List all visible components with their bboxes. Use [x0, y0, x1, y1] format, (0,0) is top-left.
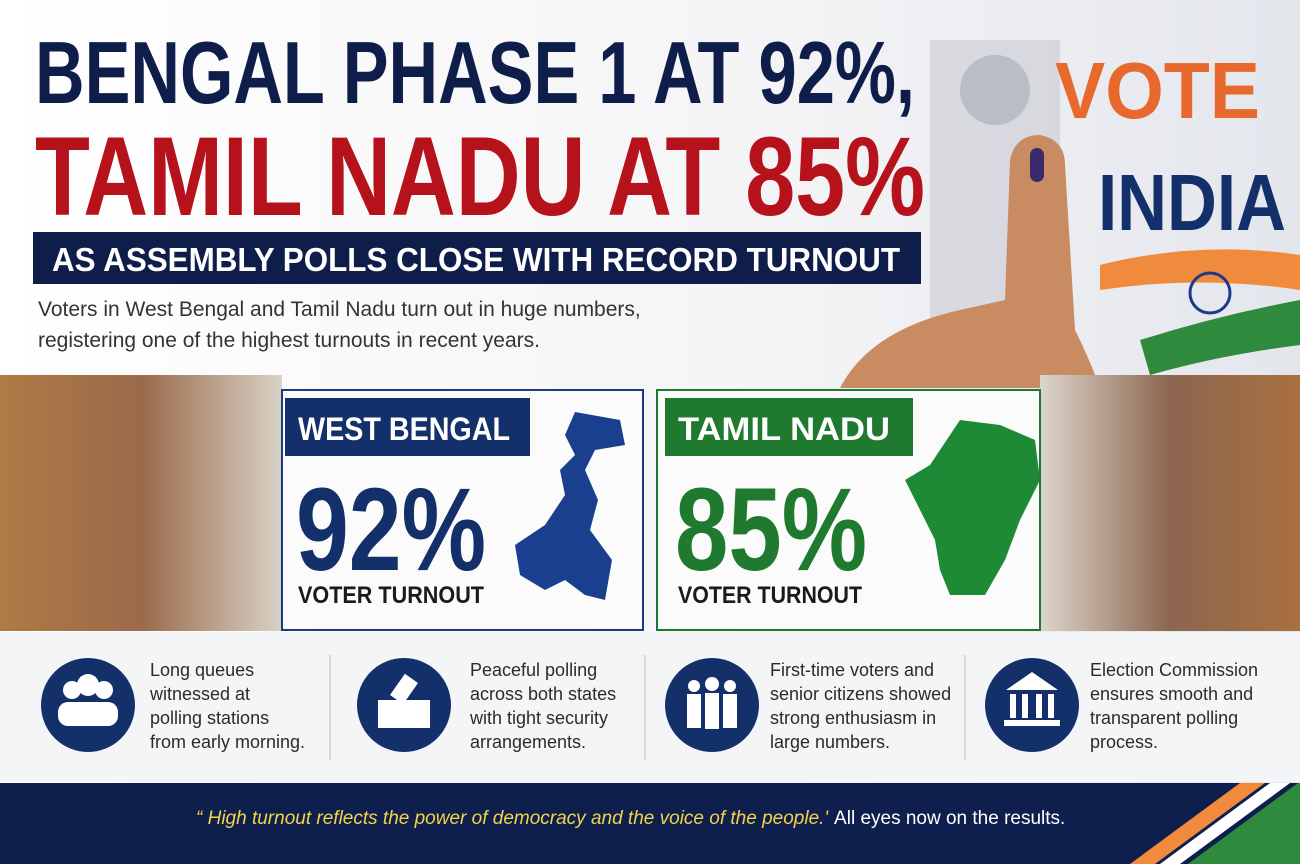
highlight-line: transparent polling	[1090, 708, 1238, 728]
icon-ballot	[357, 658, 451, 752]
tamil-nadu-map	[905, 420, 1040, 595]
highlights: Long queues witnessed at polling stations f…	[41, 655, 1258, 760]
highlight-line: ensures smooth and	[1090, 684, 1253, 704]
state-name: TAMIL NADU	[678, 411, 890, 447]
state-name: WEST BENGAL	[298, 411, 510, 447]
highlight-line: from early morning.	[150, 732, 305, 752]
highlight-line: polling stations	[150, 708, 269, 728]
icon-commission	[985, 658, 1079, 752]
india-word: INDIA	[1098, 158, 1286, 247]
icon-voters	[665, 658, 759, 752]
vote-word: VOTE	[1055, 46, 1260, 135]
footer-quote: “ High turnout reflects the power of dem…	[196, 808, 829, 829]
title-line1: BENGAL PHASE 1 AT 92%,	[35, 23, 915, 122]
footer-stripe	[1130, 783, 1265, 864]
highlight-line: senior citizens showed	[770, 684, 951, 704]
footer-stripe	[1160, 783, 1290, 864]
crowd-photo-right	[1040, 375, 1300, 631]
crowd-photo-left	[0, 375, 282, 631]
turnout-value: 92%	[296, 464, 486, 596]
highlights-band	[0, 632, 1300, 782]
state-label-box	[285, 398, 530, 456]
highlight-line: across both states	[470, 684, 616, 704]
highlight-line: large numbers.	[770, 732, 890, 752]
footer-bar	[0, 783, 1300, 864]
west-bengal-map	[515, 412, 625, 600]
flag-saffron	[1100, 249, 1300, 290]
ink-mark	[1030, 148, 1044, 182]
footer-stripe	[1188, 783, 1300, 864]
west-bengal-panel: WEST BENGAL 92% VOTER TURNOUT	[281, 389, 644, 631]
intro-line: Voters in West Bengal and Tamil Nadu tur…	[38, 298, 641, 321]
intro-line: registering one of the highest turnouts …	[38, 329, 540, 352]
highlight-line: Peaceful polling	[470, 660, 597, 680]
tower-clock	[960, 55, 1030, 125]
subtitle: AS ASSEMBLY POLLS CLOSE WITH RECORD TURN…	[52, 241, 900, 278]
finger	[840, 135, 1100, 388]
highlight-line: witnessed at	[149, 684, 250, 704]
title-line2: TAMIL NADU AT 85%	[35, 114, 925, 239]
highlight-line: Long queues	[150, 660, 254, 680]
highlight-line: Election Commission	[1090, 660, 1258, 680]
state-label-box	[665, 398, 913, 456]
turnout-label: VOTER TURNOUT	[298, 582, 484, 609]
footer-note: All eyes now on the results.	[834, 808, 1065, 829]
turnout-label: VOTER TURNOUT	[678, 582, 862, 609]
subtitle-bar	[33, 232, 921, 284]
highlight-line: process.	[1090, 732, 1158, 752]
footer-text: “ High turnout reflects the power of dem…	[196, 808, 1065, 829]
icon-people	[41, 658, 135, 752]
highlight-line: with tight security	[469, 708, 608, 728]
highlight-line: strong enthusiasm in	[770, 708, 936, 728]
vote-illustration: VOTE INDIA	[840, 40, 1300, 388]
tamil-nadu-panel: TAMIL NADU 85% VOTER TURNOUT	[656, 389, 1041, 631]
highlight-line: arrangements.	[470, 732, 586, 752]
highlight-line: First-time voters and	[770, 660, 934, 680]
chakra	[1188, 271, 1232, 315]
turnout-value: 85%	[675, 464, 867, 596]
flag-green	[1140, 300, 1300, 375]
